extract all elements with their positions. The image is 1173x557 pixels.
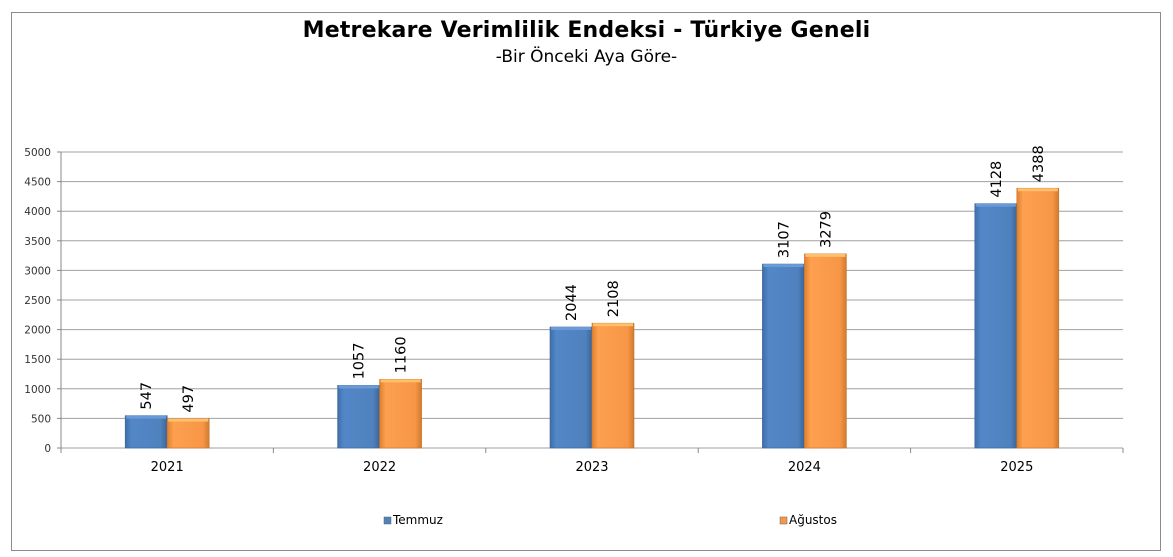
y-tick-label: 1500 — [24, 354, 51, 366]
x-axis: 2021 2022 2023 2024 2025 — [60, 448, 1124, 475]
y-axis: 0 500 1000 1500 2000 2500 3000 3500 4000 4500 5000 — [24, 147, 62, 455]
x-tick-label: 2025 — [1000, 460, 1033, 475]
y-tick-label: 3500 — [24, 236, 51, 248]
data-label: 2044 — [564, 284, 580, 321]
bar-temmuz — [124, 415, 168, 449]
y-tick-label: 4500 — [24, 177, 51, 189]
data-label: 3279 — [818, 211, 834, 248]
y-tick-label: 2000 — [24, 325, 51, 337]
data-label: 547 — [139, 382, 155, 410]
bar-ağustos — [591, 322, 635, 449]
x-tick-label: 2022 — [363, 460, 396, 475]
data-label: 1057 — [352, 343, 368, 380]
y-tick-label: 1000 — [24, 384, 51, 396]
data-label: 497 — [181, 385, 197, 413]
y-tick-label: 2500 — [24, 295, 51, 307]
data-label: 4128 — [989, 161, 1005, 198]
bar-ağustos — [166, 418, 210, 449]
x-tick-label: 2021 — [151, 460, 184, 475]
chart-frame — [11, 12, 1161, 551]
legend-swatch-1 — [779, 516, 788, 525]
data-label: 4388 — [1031, 145, 1047, 182]
bar-temmuz — [337, 385, 380, 449]
x-tick-label: 2024 — [788, 460, 821, 475]
bar-temmuz — [549, 326, 593, 449]
bar-ağustos — [1016, 187, 1060, 449]
legend-label: Ağustos — [789, 513, 837, 527]
data-label: 2108 — [606, 280, 622, 317]
x-tick-label: 2023 — [575, 460, 608, 475]
bar-temmuz — [762, 263, 805, 449]
bar-ağustos — [379, 379, 422, 449]
bar-ağustos — [804, 253, 847, 449]
bars — [124, 187, 1060, 449]
y-tick-label: 0 — [44, 443, 51, 455]
data-labels: 547 1057 2044 3107 4128 497 1160 2108 3279 4388 — [139, 145, 1047, 412]
data-label: 3107 — [776, 221, 792, 258]
y-tick-label: 3000 — [24, 265, 51, 277]
y-tick-label: 5000 — [24, 147, 51, 159]
legend: Temmuz Ağustos — [383, 513, 837, 527]
data-label: 1160 — [394, 336, 410, 373]
chart-title: Metrekare Verimlilik Endeksi - Türkiye G… — [302, 18, 871, 43]
chart-subtitle: -Bir Önceki Aya Göre- — [495, 47, 678, 67]
y-tick-label: 4000 — [24, 206, 51, 218]
bar-temmuz — [974, 203, 1018, 449]
legend-label: Temmuz — [392, 513, 443, 527]
y-tick-label: 500 — [31, 413, 51, 425]
legend-swatch-0 — [383, 516, 392, 525]
